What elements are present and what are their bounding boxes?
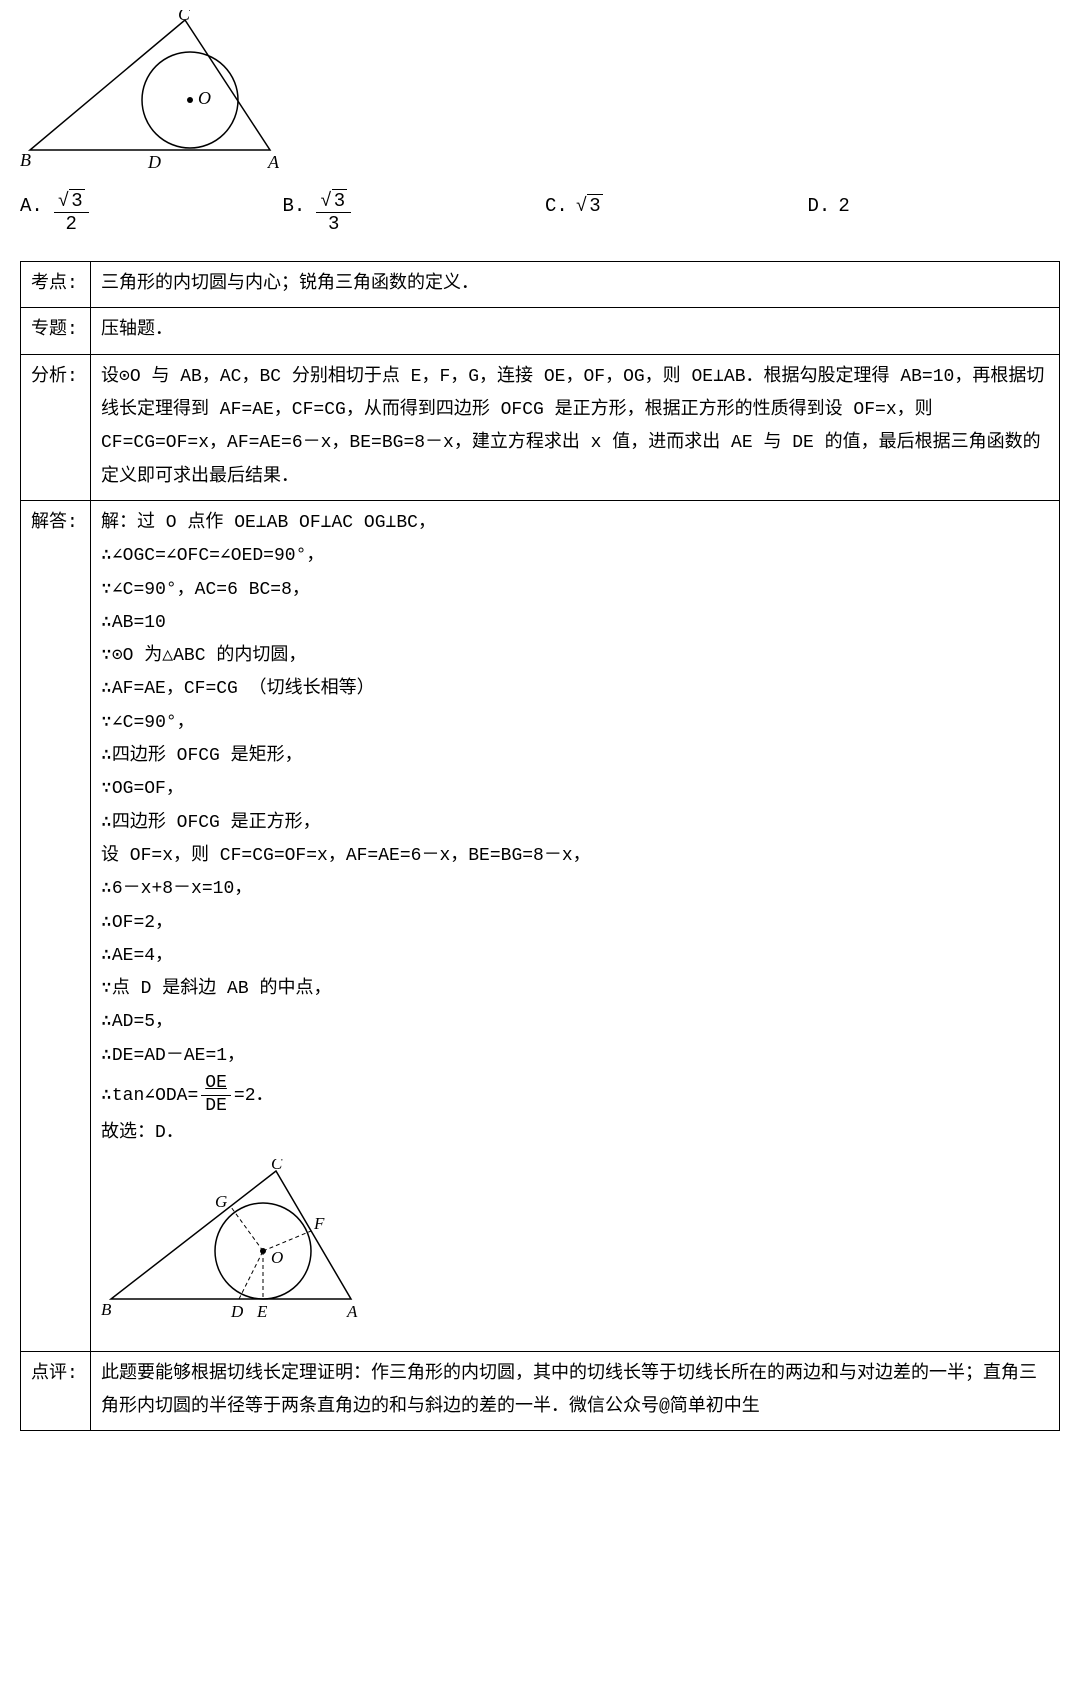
solution-table: 考点: 三角形的内切圆与内心；锐角三角函数的定义． 专题: 压轴题． 分析: 设…: [20, 261, 1060, 1431]
tan-suffix: =2．: [234, 1086, 274, 1106]
option-D-letter: D.: [808, 190, 831, 222]
option-C-letter: C.: [545, 190, 568, 222]
svg-text:D: D: [230, 1302, 244, 1321]
jieda-line: ∴AF=AE，CF=CG （切线长相等）: [101, 673, 1049, 706]
zhuanti-label: 专题:: [21, 308, 91, 354]
option-A-fraction: 3 2: [54, 190, 89, 237]
gu-xuan-line: 故选：D．: [101, 1117, 1049, 1150]
zhuanti-text: 压轴题．: [91, 308, 1060, 354]
option-C-sqrt: 3: [576, 190, 603, 222]
label-A: A: [267, 152, 280, 170]
svg-text:O: O: [271, 1248, 283, 1267]
option-B: B. 3 3: [283, 190, 536, 237]
svg-text:A: A: [346, 1302, 358, 1321]
solution-figure: O C B D E A F G: [101, 1159, 1049, 1337]
jieda-line: ∴AB=10: [101, 607, 1049, 640]
jieda-line: ∵∠C=90°，: [101, 707, 1049, 740]
jieda-line: ∴DE=AD－AE=1，: [101, 1040, 1049, 1073]
jieda-line: ∵⊙O 为△ABC 的内切圆，: [101, 640, 1049, 673]
tan-prefix: ∴tan∠ODA=: [101, 1086, 198, 1106]
jieda-line: ∴四边形 OFCG 是矩形，: [101, 740, 1049, 773]
svg-text:B: B: [101, 1300, 112, 1319]
label-C: C: [178, 10, 191, 24]
jieda-line: ∴6－x+8－x=10，: [101, 873, 1049, 906]
dianping-label: 点评:: [21, 1351, 91, 1431]
dianping-text: 此题要能够根据切线长定理证明：作三角形的内切圆，其中的切线长等于切线长所在的两边…: [91, 1351, 1060, 1431]
jieda-line: 解：过 O 点作 OE⊥AB OF⊥AC OG⊥BC，: [101, 507, 1049, 540]
row-fenxi: 分析: 设⊙O 与 AB，AC，BC 分别相切于点 E，F，G，连接 OE，OF…: [21, 354, 1060, 500]
option-A: A. 3 2: [20, 190, 273, 237]
jieda-line: ∴∠OGC=∠OFC=∠OED=90°，: [101, 540, 1049, 573]
kaodian-label: 考点:: [21, 262, 91, 308]
fenxi-text: 设⊙O 与 AB，AC，BC 分别相切于点 E，F，G，连接 OE，OF，OG，…: [91, 354, 1060, 500]
option-D-value: 2: [838, 190, 849, 222]
row-zhuanti: 专题: 压轴题．: [21, 308, 1060, 354]
row-dianping: 点评: 此题要能够根据切线长定理证明：作三角形的内切圆，其中的切线长等于切线长所…: [21, 1351, 1060, 1431]
svg-text:E: E: [256, 1302, 268, 1321]
svg-text:G: G: [215, 1192, 227, 1211]
jieda-line: ∵点 D 是斜边 AB 的中点，: [101, 973, 1049, 1006]
solution-diagram: O C B D E A F G: [101, 1159, 361, 1324]
tan-fraction: OEDE: [201, 1073, 231, 1117]
tan-line: ∴tan∠ODA=OEDE=2．: [101, 1073, 1049, 1117]
answer-options: A. 3 2 B. 3 3 C. 3 D. 2: [20, 190, 1060, 237]
question-figure: O C B D A: [20, 10, 1060, 180]
label-O: O: [198, 88, 211, 108]
row-jieda: 解答: 解：过 O 点作 OE⊥AB OF⊥AC OG⊥BC，∴∠OGC=∠OF…: [21, 500, 1060, 1351]
fenxi-label: 分析:: [21, 354, 91, 500]
option-B-fraction: 3 3: [316, 190, 351, 237]
jieda-line: ∵OG=OF，: [101, 773, 1049, 806]
triangle-incircle-diagram: O C B D A: [20, 10, 280, 170]
kaodian-text: 三角形的内切圆与内心；锐角三角函数的定义．: [91, 262, 1060, 308]
label-B: B: [20, 150, 31, 170]
svg-text:F: F: [313, 1214, 325, 1233]
jieda-label: 解答:: [21, 500, 91, 1351]
jieda-line: 设 OF=x，则 CF=CG=OF=x，AF=AE=6－x，BE=BG=8－x，: [101, 840, 1049, 873]
jieda-line: ∴OF=2，: [101, 907, 1049, 940]
jieda-content: 解：过 O 点作 OE⊥AB OF⊥AC OG⊥BC，∴∠OGC=∠OFC=∠O…: [91, 500, 1060, 1351]
jieda-line: ∵∠C=90°，AC=6 BC=8，: [101, 574, 1049, 607]
svg-text:C: C: [271, 1159, 283, 1173]
jieda-line: ∴AD=5，: [101, 1006, 1049, 1039]
option-B-letter: B.: [283, 190, 306, 222]
option-C: C. 3: [545, 190, 798, 237]
jieda-line: ∴四边形 OFCG 是正方形，: [101, 807, 1049, 840]
label-D: D: [147, 152, 161, 170]
option-D: D. 2: [808, 190, 1061, 237]
option-A-letter: A.: [20, 190, 43, 222]
row-kaodian: 考点: 三角形的内切圆与内心；锐角三角函数的定义．: [21, 262, 1060, 308]
jieda-line: ∴AE=4，: [101, 940, 1049, 973]
